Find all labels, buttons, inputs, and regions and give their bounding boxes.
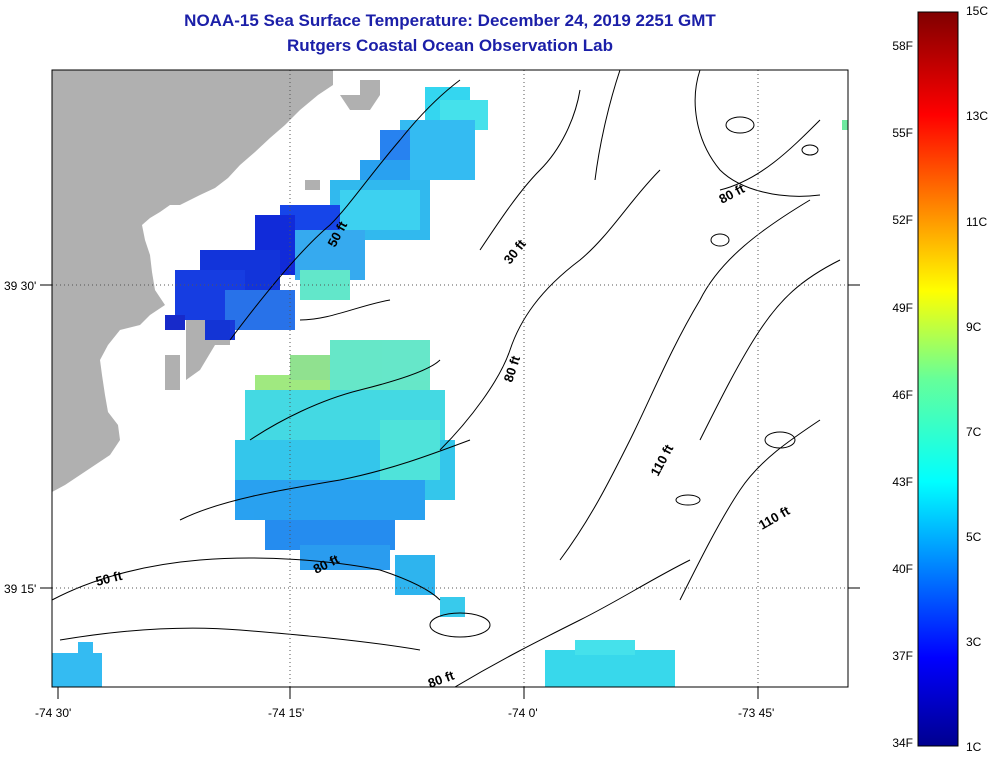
- colorbar-f-label: 52F: [892, 213, 913, 227]
- colorbar-f-label: 49F: [892, 301, 913, 315]
- x-tick-label: -74 30': [35, 706, 71, 720]
- colorbar: [917, 11, 959, 747]
- colorbar-f-label: 55F: [892, 126, 913, 140]
- x-tick-label: -74 15': [268, 706, 304, 720]
- colorbar-f-label: 58F: [892, 39, 913, 53]
- colorbar-c-label: 13C: [966, 109, 989, 123]
- land-pixels: [165, 80, 380, 390]
- x-tick-label: -74 0': [508, 706, 538, 720]
- contour-label: 50 ft: [94, 568, 124, 589]
- colorbar-c-label: 7C: [966, 425, 982, 439]
- y-tick-label: 39 30': [4, 279, 36, 293]
- y-tick-label: 39 15': [4, 582, 36, 596]
- colorbar-c-label: 5C: [966, 530, 982, 544]
- sst-pixels-central: [235, 340, 465, 617]
- colorbar-c-label: 3C: [966, 635, 982, 649]
- bathymetry-contours: [52, 70, 841, 687]
- land-mass: [52, 70, 333, 492]
- colorbar-f-label: 40F: [892, 562, 913, 576]
- colorbar-f-label: 43F: [892, 475, 913, 489]
- colorbar-f-label: 34F: [892, 736, 913, 750]
- graticule: [52, 70, 848, 687]
- colorbar-f-label: 37F: [892, 649, 913, 663]
- colorbar-c-label: 15C: [966, 4, 989, 18]
- sst-pixels-south: [52, 120, 848, 687]
- colorbar-c-label: 11C: [966, 215, 988, 229]
- x-tick-label: -73 45': [738, 706, 774, 720]
- colorbar-c-label: 9C: [966, 320, 982, 334]
- map-border: [51, 69, 849, 688]
- map-subtitle: Rutgers Coastal Ocean Observation Lab: [287, 36, 613, 55]
- tick-marks: [40, 284, 860, 699]
- sst-pixels-north: [165, 87, 488, 340]
- colorbar-f-label: 46F: [892, 388, 913, 402]
- map-title: NOAA-15 Sea Surface Temperature: Decembe…: [184, 11, 716, 30]
- colorbar-c-label: 1C: [966, 740, 982, 754]
